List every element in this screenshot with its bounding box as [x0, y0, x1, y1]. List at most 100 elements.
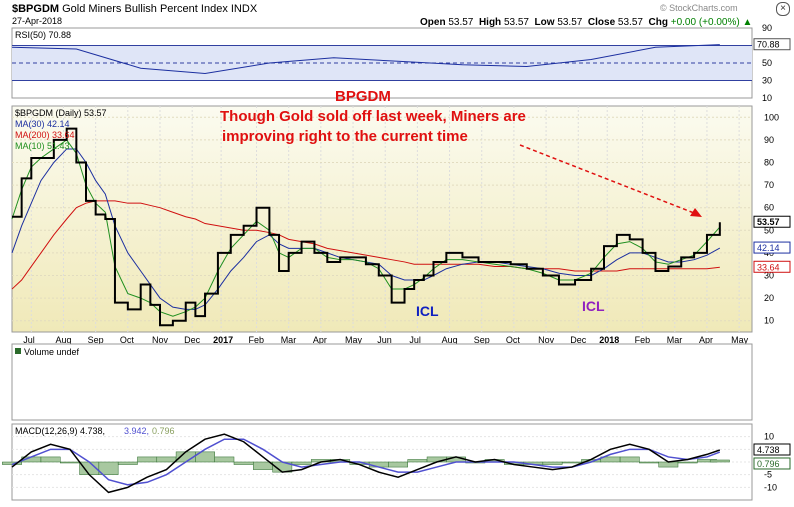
month-label: Sep	[88, 335, 104, 345]
price-legend: $BPGDM (Daily) 53.57	[15, 108, 107, 118]
macd-histogram-bar	[156, 456, 177, 463]
hist-value-box	[753, 457, 791, 470]
month-label: Feb	[635, 335, 651, 345]
macd-tick-label: 10	[764, 432, 774, 442]
rsi-tick-label: 50	[762, 58, 772, 68]
high-label: High	[478, 17, 502, 28]
volume-legend: Volume undef	[24, 347, 80, 357]
month-label: 2017	[213, 335, 233, 345]
annotation-title: BPGDM	[335, 88, 391, 105]
chart-date: 27-Apr-2018	[12, 16, 63, 26]
rsi-tick-label: 10	[762, 93, 772, 103]
macd-histogram-bar	[233, 461, 254, 465]
month-label: Oct	[506, 335, 521, 345]
price-tick-label: 70	[764, 180, 774, 190]
price-tick-label: 90	[764, 135, 774, 145]
macd-histogram-bar	[561, 461, 582, 464]
close-value: 53.57	[617, 17, 643, 28]
month-label: Mar	[667, 335, 683, 345]
ma10-line	[11, 139, 721, 317]
up-arrow-icon: ▲	[742, 17, 753, 28]
ma200-value-label: 33.64	[757, 262, 780, 272]
month-label: Feb	[249, 335, 265, 345]
ohlc-readout: Open 53.57 High 53.57 Low 53.57 Close 53…	[420, 17, 752, 28]
ma30-line	[11, 148, 721, 310]
hist-value-label: 0.796	[757, 459, 780, 469]
month-label: Aug	[442, 335, 458, 345]
rsi-legend: RSI(50) 70.88	[15, 30, 71, 40]
macd-value-label: 4.738	[757, 445, 780, 455]
price-value-label: 53.57	[757, 217, 780, 227]
price-tick-label: 80	[764, 158, 774, 168]
ma30-legend: MA(30) 42.14	[15, 119, 70, 129]
annotation-icl-1: ICL	[416, 303, 439, 319]
exchange: INDX	[230, 3, 258, 15]
macd-histogram-bar	[291, 461, 312, 465]
annotation-arrowhead	[690, 208, 702, 217]
macd-histogram-bar	[388, 461, 408, 468]
price-tick-label: 60	[764, 203, 774, 213]
chg-value: +0.00 (+0.00%)	[670, 17, 740, 28]
price-tick-label: 50	[764, 225, 774, 235]
open-value: 53.57	[448, 17, 474, 28]
month-label: Nov	[152, 335, 169, 345]
macd-histogram-bar	[709, 459, 730, 463]
open-label: Open	[420, 17, 446, 28]
low-value: 53.57	[557, 17, 583, 28]
macd-histogram-bar	[677, 461, 698, 464]
volume-legend-swatch	[15, 348, 21, 354]
macd-value-box	[753, 443, 791, 456]
month-label: Apr	[313, 335, 327, 345]
stockcharts-brand: © StockCharts.com	[660, 3, 738, 13]
month-label: Jun	[377, 335, 392, 345]
annotation-icl-2: ICL	[582, 298, 605, 314]
macd-histogram-bar	[214, 456, 235, 463]
volume-panel-bg	[11, 343, 753, 421]
ma200-legend: MA(200) 33.64	[15, 130, 75, 140]
macd-histogram-bar	[137, 456, 158, 463]
month-label: May	[345, 335, 363, 345]
rsi-value-box	[753, 38, 791, 51]
macd-histogram-bar	[639, 461, 659, 464]
month-label: 2018	[599, 335, 619, 345]
rsi-line	[11, 44, 720, 75]
macd-signal-legend: 3.942,	[124, 426, 149, 436]
price-tick-label: 10	[764, 316, 774, 326]
index-name: Gold Miners Bullish Percent Index	[62, 3, 228, 15]
month-label: Jul	[23, 335, 35, 345]
ma200-value-box	[753, 260, 791, 273]
annotation-line-2: improving right to the current time	[222, 128, 468, 145]
ma30-value-box	[753, 241, 791, 254]
macd-line	[11, 433, 721, 494]
rsi-value-label: 70.88	[757, 40, 780, 50]
month-label: Dec	[570, 335, 587, 345]
macd-hist-legend: 0.796	[152, 426, 175, 436]
macd-histogram-bar	[619, 456, 640, 463]
month-label: Jul	[409, 335, 421, 345]
price-tick-label: 20	[764, 293, 774, 303]
macd-histogram-bar	[98, 461, 119, 475]
close-label: Close	[587, 17, 616, 28]
month-label: Sep	[474, 335, 490, 345]
macd-histogram-bar	[407, 459, 428, 463]
macd-signal-line	[11, 438, 721, 486]
macd-histogram-bar	[40, 456, 61, 463]
chart-title: $BPGDM Gold Miners Bullish Percent Index…	[12, 3, 257, 15]
macd-histogram-bar	[658, 461, 679, 468]
price-tick-label: 30	[764, 271, 774, 281]
ma30-value-label: 42.14	[757, 243, 780, 253]
macd-histogram-bar	[60, 461, 80, 464]
macd-histogram-bar	[542, 461, 563, 465]
close-icon[interactable]: ×	[776, 2, 790, 16]
annotation-line-1: Though Gold sold off last week, Miners a…	[220, 108, 526, 125]
symbol: $BPGDM	[12, 3, 60, 15]
macd-tick-label: -10	[764, 482, 777, 492]
macd-tick-label: -5	[764, 470, 772, 480]
ma10-legend: MA(10) 51.43	[15, 141, 70, 151]
rsi-tick-label: 90	[762, 23, 772, 33]
price-tick-label: 100	[764, 112, 779, 122]
macd-histogram-bar	[117, 461, 138, 465]
low-label: Low	[534, 17, 555, 28]
month-label: May	[731, 335, 749, 345]
